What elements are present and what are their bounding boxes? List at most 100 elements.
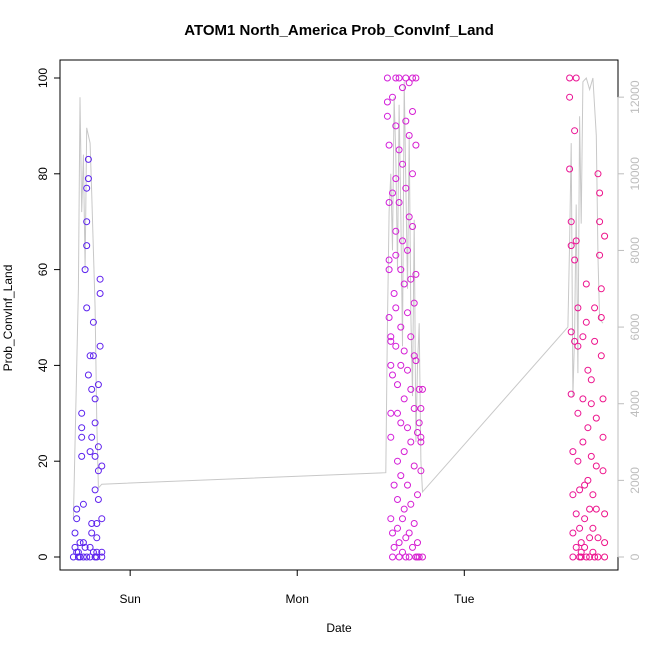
- data-point: [397, 419, 405, 427]
- data-point: [383, 98, 391, 106]
- data-point: [94, 381, 102, 389]
- data-point: [597, 285, 605, 293]
- data-point: [402, 117, 410, 125]
- data-point: [389, 371, 396, 379]
- data-point: [91, 553, 99, 561]
- data-point: [601, 510, 609, 518]
- data-point: [387, 361, 395, 369]
- data-point: [392, 175, 400, 183]
- data-point: [397, 361, 405, 369]
- data-point: [389, 93, 396, 101]
- data-point: [591, 553, 599, 561]
- data-point: [417, 433, 425, 441]
- right-y-tick-label: 6000: [628, 313, 642, 340]
- data-point: [73, 515, 81, 523]
- data-point: [387, 433, 395, 441]
- right-y-axis: 0 2000 4000 6000 8000 10000 12000: [617, 80, 642, 560]
- data-point: [569, 491, 577, 499]
- data-point: [591, 304, 599, 312]
- data-point: [88, 385, 96, 393]
- data-point: [409, 170, 416, 178]
- data-point: [390, 543, 398, 551]
- data-point: [91, 419, 99, 427]
- data-point: [567, 390, 575, 398]
- data-point: [78, 424, 86, 432]
- data-point: [395, 74, 403, 82]
- data-point: [410, 462, 418, 470]
- data-point: [93, 534, 101, 542]
- data-point: [400, 448, 408, 456]
- data-point: [397, 472, 405, 480]
- data-point: [83, 218, 91, 226]
- data-point: [390, 481, 398, 489]
- right-y-tick-label: 12000: [628, 80, 642, 114]
- data-point: [589, 491, 597, 499]
- data-point: [399, 84, 406, 92]
- data-point: [79, 539, 87, 547]
- data-point: [402, 553, 410, 561]
- data-point: [566, 165, 574, 173]
- data-point: [574, 342, 582, 350]
- data-point: [597, 314, 605, 321]
- data-point: [395, 539, 403, 547]
- data-point: [395, 553, 403, 561]
- data-point: [567, 328, 575, 336]
- data-point: [586, 505, 594, 513]
- data-point: [594, 553, 602, 561]
- data-point: [385, 199, 393, 206]
- plot-frame: [59, 59, 619, 571]
- data-point: [405, 79, 413, 87]
- data-point: [71, 529, 79, 537]
- data-point: [78, 433, 86, 441]
- data-point: [596, 251, 604, 259]
- data-point: [409, 74, 416, 82]
- data-point: [81, 266, 89, 274]
- data-point: [592, 505, 600, 513]
- data-point: [574, 304, 582, 312]
- data-point: [415, 553, 423, 561]
- data-point: [81, 543, 89, 551]
- data-point: [591, 337, 599, 345]
- data-point: [407, 275, 415, 283]
- data-point: [417, 438, 425, 446]
- data-point: [410, 352, 418, 360]
- data-point: [587, 400, 595, 408]
- data-point: [599, 433, 607, 441]
- data-point: [574, 409, 582, 417]
- data-point: [417, 405, 425, 412]
- data-point: [414, 539, 421, 547]
- y-tick-label: 60: [36, 263, 50, 277]
- data-point: [572, 74, 580, 82]
- data-point: [409, 108, 416, 115]
- data-point: [96, 290, 104, 297]
- y-tick-label: 80: [36, 167, 50, 181]
- data-point: [577, 539, 585, 547]
- data-point: [579, 395, 587, 403]
- data-point: [83, 242, 91, 250]
- data-point: [91, 486, 99, 494]
- data-point: [412, 141, 420, 149]
- data-point: [91, 452, 99, 460]
- data-point: [392, 251, 400, 259]
- data-point: [410, 520, 418, 527]
- data-point: [385, 256, 393, 264]
- left-y-axis: 0 20 40 60 80 100: [36, 68, 61, 560]
- data-point: [392, 227, 400, 235]
- data-point: [569, 529, 577, 537]
- data-point: [410, 405, 418, 412]
- data-point: [84, 371, 92, 379]
- y-axis-label: Prob_ConvInf_Land: [1, 265, 15, 372]
- data-point: [594, 534, 602, 542]
- data-point: [98, 462, 106, 470]
- data-point: [567, 242, 575, 250]
- data-point: [410, 299, 418, 307]
- data-point: [96, 342, 104, 350]
- data-point: [89, 352, 97, 360]
- data-point: [389, 189, 396, 197]
- data-point: [395, 199, 403, 206]
- data-point: [98, 548, 106, 556]
- data-point: [88, 433, 96, 441]
- data-point: [576, 524, 584, 532]
- data-point: [404, 424, 411, 432]
- data-point: [569, 448, 577, 456]
